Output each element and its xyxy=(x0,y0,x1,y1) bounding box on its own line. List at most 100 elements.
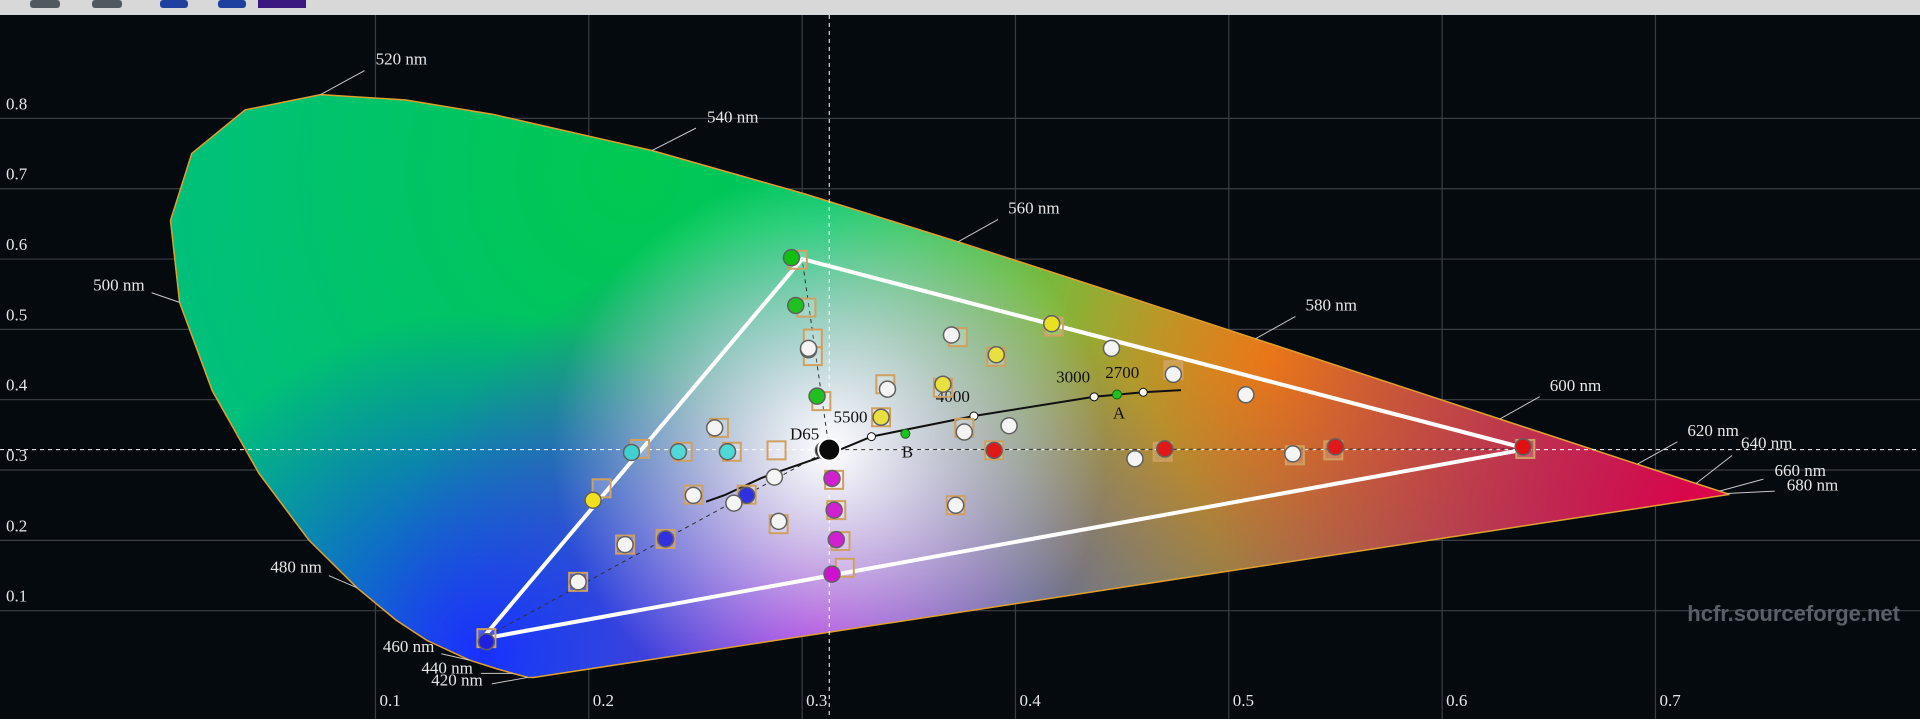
measurement xyxy=(737,486,756,505)
measurement xyxy=(955,423,974,441)
measurement xyxy=(705,419,724,437)
measurement xyxy=(584,491,602,510)
wavelength-label: 500 nm xyxy=(93,275,144,294)
wavelength-leader xyxy=(651,127,697,151)
measurement xyxy=(1284,445,1302,463)
y-tick-label: 0.2 xyxy=(6,516,27,535)
temperature-dot xyxy=(866,432,876,442)
wavelength-leader xyxy=(328,575,358,589)
wavelength-leader xyxy=(1719,478,1764,492)
temperature-dot xyxy=(1138,387,1148,397)
measurement xyxy=(946,496,965,514)
measurement xyxy=(987,345,1006,364)
y-tick-label: 0.3 xyxy=(6,446,27,465)
x-tick-label: 0.2 xyxy=(593,691,614,710)
measurement xyxy=(878,380,897,398)
measurement xyxy=(985,441,1003,460)
wavelength-leader xyxy=(491,676,528,685)
toolbar-icon[interactable] xyxy=(258,0,306,8)
measurement xyxy=(656,530,675,548)
white-point xyxy=(817,437,842,462)
measurement xyxy=(786,296,805,315)
measurement xyxy=(769,512,788,531)
wavelength-label: 480 nm xyxy=(270,558,321,577)
measurement xyxy=(872,408,890,427)
y-tick-label: 0.8 xyxy=(6,94,27,113)
toolbar-icon[interactable] xyxy=(218,0,246,8)
measurement xyxy=(684,486,703,505)
measurement xyxy=(808,387,826,405)
measurement xyxy=(1326,438,1345,456)
x-tick-label: 0.4 xyxy=(1019,691,1041,710)
measurement xyxy=(616,535,634,554)
measurement xyxy=(1237,386,1255,404)
measurement xyxy=(1126,450,1144,468)
wavelength-leader xyxy=(1499,396,1540,420)
wavelength-label: 420 nm xyxy=(431,670,482,689)
wavelength-leader xyxy=(1726,490,1775,495)
temperature-label: 3000 xyxy=(1056,368,1090,387)
measurement xyxy=(477,632,496,651)
measurement xyxy=(825,501,843,519)
measurement xyxy=(1164,365,1183,384)
measurement xyxy=(669,442,688,461)
y-tick-label: 0.6 xyxy=(6,235,27,254)
measurement xyxy=(823,469,841,488)
illuminant-dot xyxy=(900,428,911,439)
measurement xyxy=(942,326,961,344)
x-tick-label: 0.5 xyxy=(1233,691,1254,710)
measurement xyxy=(622,443,641,462)
wavelength-leader xyxy=(1695,455,1733,484)
measurement xyxy=(718,442,737,461)
measurement xyxy=(569,573,587,591)
measurement xyxy=(765,468,784,486)
wavelength-label: 560 nm xyxy=(1008,199,1059,218)
y-tick-label: 0.4 xyxy=(6,376,28,395)
x-tick-label: 0.6 xyxy=(1446,691,1467,710)
wavelength-label: 520 nm xyxy=(376,50,427,69)
illuminant-label: A xyxy=(1113,403,1126,422)
toolbar-icon[interactable] xyxy=(92,0,122,8)
wavelength-label: 680 nm xyxy=(1787,475,1838,494)
x-tick-label: 0.3 xyxy=(806,691,827,710)
watermark: hcfr.sourceforge.net xyxy=(1687,601,1900,626)
measurement xyxy=(1514,438,1532,456)
wavelength-label: 600 nm xyxy=(1550,376,1601,395)
toolbar xyxy=(0,0,1920,15)
wavelength-label: 640 nm xyxy=(1741,433,1792,452)
wavelength-label: 580 nm xyxy=(1305,296,1356,315)
toolbar-icon[interactable] xyxy=(160,0,188,8)
wavelength-label: 620 nm xyxy=(1687,421,1738,440)
y-tick-label: 0.1 xyxy=(6,587,27,606)
target-square xyxy=(766,440,787,461)
wavelength-label: 440 nm xyxy=(421,658,472,677)
measurement xyxy=(934,375,952,393)
measurement xyxy=(1000,416,1018,435)
wavelength-label: 460 nm xyxy=(383,637,434,656)
y-tick-label: 0.5 xyxy=(6,305,27,324)
measurement xyxy=(823,565,841,583)
x-tick-label: 0.7 xyxy=(1659,691,1681,710)
toolbar-icon[interactable] xyxy=(30,0,60,8)
measurement xyxy=(1042,314,1061,333)
spectral-locus xyxy=(169,93,1730,679)
y-tick-label: 0.7 xyxy=(6,165,28,184)
wavelength-leader xyxy=(1255,315,1296,340)
illuminant-dot xyxy=(1112,389,1123,400)
measurement xyxy=(799,339,818,358)
temperature-label: 2700 xyxy=(1105,363,1139,382)
wavelength-leader xyxy=(441,653,470,661)
wavelength-leader xyxy=(320,70,365,96)
illuminant-label: B xyxy=(902,443,913,462)
white-point-label: D65 xyxy=(790,425,819,444)
wavelength-label: 540 nm xyxy=(707,107,758,126)
wavelength-leader xyxy=(151,292,180,303)
measurement xyxy=(782,248,801,267)
measurement xyxy=(827,530,846,549)
temperature-dot xyxy=(1089,392,1099,402)
gamut-triangle xyxy=(476,256,1529,642)
wavelength-label: 660 nm xyxy=(1774,461,1825,480)
x-tick-label: 0.1 xyxy=(379,691,400,710)
measurement xyxy=(1156,440,1174,458)
